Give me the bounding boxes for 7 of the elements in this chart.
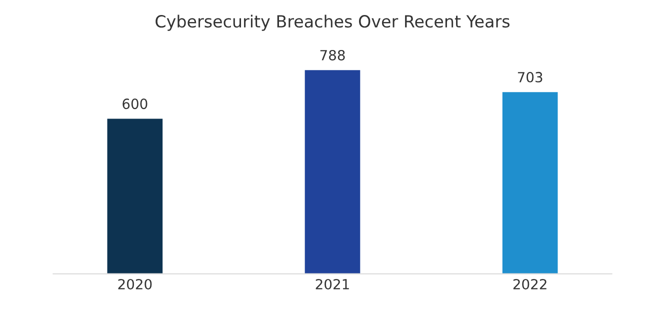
x-tick-label: 2022 xyxy=(513,278,546,290)
data-label: 703 xyxy=(518,72,542,82)
data-label: 788 xyxy=(320,50,345,60)
chart-title: Cybersecurity Breaches Over Recent Years xyxy=(156,14,510,31)
x-tick-label: 2021 xyxy=(316,278,349,290)
x-tick-label: 2020 xyxy=(118,278,152,290)
data-label: 600 xyxy=(122,98,148,110)
